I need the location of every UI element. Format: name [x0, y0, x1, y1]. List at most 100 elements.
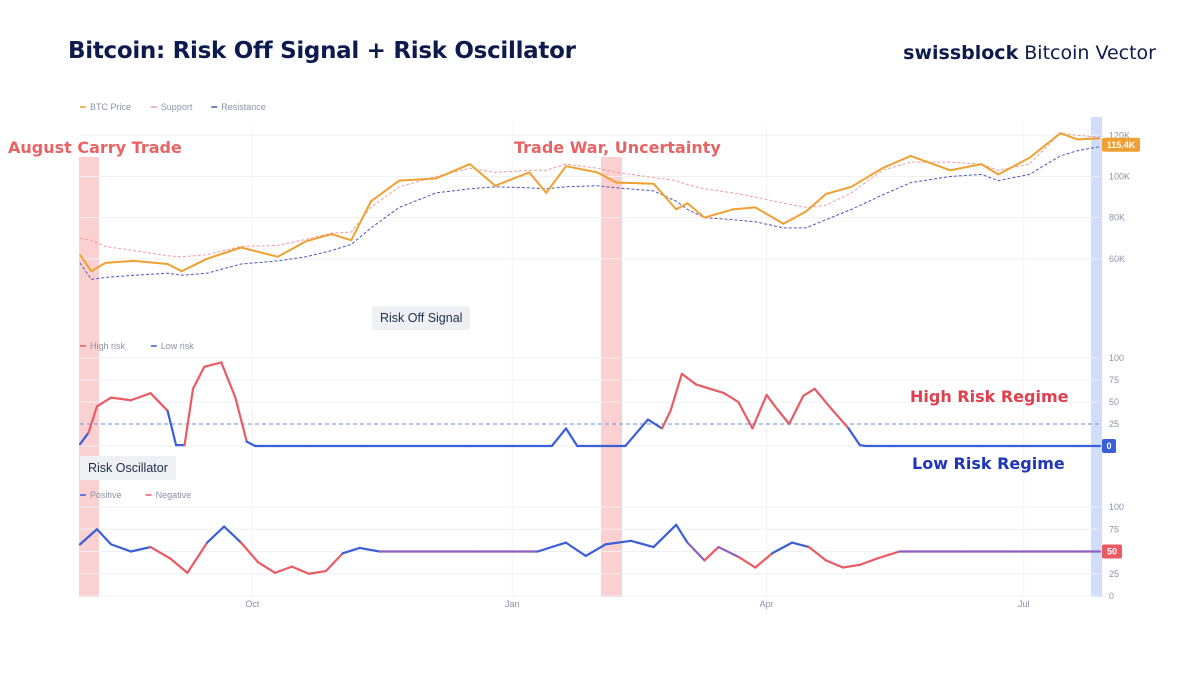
oscillator-segment: [754, 552, 774, 569]
oscillator-segment: [686, 541, 706, 562]
annotation-trade-war: Trade War, Uncertainty: [514, 138, 721, 157]
oscillator-segment: [186, 541, 209, 574]
risk-off-signal-chip: Risk Off Signal: [372, 306, 471, 330]
oscillator-badge-label: 50: [1107, 547, 1117, 557]
risk-off-segment: [234, 396, 248, 443]
risk-off-segment: [78, 431, 90, 446]
annotation-high-risk-regime: High Risk Regime: [910, 387, 1069, 406]
legend-item: Positive: [90, 490, 122, 500]
legend-item: Support: [161, 102, 193, 112]
risk-off-segment: [635, 418, 650, 434]
oscillator-segment: [807, 545, 828, 562]
oscillator-segment: [341, 546, 361, 555]
oscillator-segment: [652, 523, 678, 549]
oscillator-segment: [222, 525, 243, 544]
last-price-badge-label: 115.4K: [1107, 140, 1136, 150]
risk-off-segment: [245, 440, 257, 448]
risk-off-segment: [183, 387, 195, 447]
y-tick-label: 60K: [1109, 254, 1125, 264]
series-resistance-line: [79, 146, 1101, 280]
brand-product: Bitcoin Vector: [1024, 42, 1156, 64]
risk-off-segment: [87, 405, 99, 434]
oscillator-segment: [206, 525, 226, 544]
y-tick-label: 75: [1109, 524, 1119, 534]
y-tick-label: 25: [1109, 569, 1119, 579]
risk-off-segment: [624, 431, 638, 448]
y-tick-label: 0: [1109, 591, 1114, 601]
risk-off-segment: [802, 387, 816, 397]
risk-off-segment: [109, 396, 132, 402]
brand-name: swissblock: [903, 42, 1019, 64]
oscillator-segment: [584, 543, 607, 558]
oscillator-segment: [675, 523, 689, 544]
event-band-august: [79, 157, 99, 597]
oscillator-segment: [290, 565, 310, 575]
x-tick-label: Oct: [245, 599, 260, 609]
oscillator-segment: [858, 557, 878, 566]
oscillator-segment: [824, 559, 844, 569]
risk-off-badge: [1102, 439, 1116, 453]
risk-off-segment: [788, 394, 805, 426]
risk-off-segment: [220, 361, 237, 399]
oscillator-segment: [239, 541, 260, 564]
oscillator-segment: [564, 541, 587, 558]
legend-item: Negative: [156, 490, 192, 500]
x-tick-label: Apr: [760, 599, 774, 609]
risk-off-segment: [694, 383, 712, 390]
oscillator-segment: [109, 543, 132, 553]
annotation-low-risk-regime: Low Risk Regime: [912, 454, 1065, 473]
oscillator-segment: [95, 528, 113, 546]
risk-off-segment: [765, 393, 777, 408]
risk-off-segment: [646, 418, 664, 430]
oscillator-segment: [169, 557, 189, 574]
risk-off-segment: [191, 365, 206, 390]
risk-off-segment: [149, 392, 169, 412]
risk-off-segment: [669, 372, 683, 412]
risk-off-segment: [564, 427, 579, 448]
y-tick-label: 75: [1109, 375, 1119, 385]
oscillator-segment: [324, 552, 344, 573]
oscillator-segment: [273, 565, 294, 574]
oscillator-segment: [875, 550, 901, 560]
oscillator-segment: [307, 569, 327, 575]
y-tick-label: 50: [1109, 397, 1119, 407]
series-support-line: [79, 132, 1101, 258]
x-tick-label: Jul: [1018, 599, 1030, 609]
y-tick-label: 100K: [1109, 171, 1130, 181]
risk-off-segment: [773, 405, 791, 426]
y-tick-label: 100: [1109, 502, 1124, 512]
risk-off-segment: [813, 387, 833, 411]
legend-item: Resistance: [221, 102, 266, 112]
brand-logo: swissblock Bitcoin Vector: [903, 42, 1156, 64]
risk-off-segment: [680, 372, 698, 386]
oscillator-segment: [129, 545, 152, 553]
annotation-august-carry-trade: August Carry Trade: [8, 138, 182, 157]
oscillator-segment: [790, 541, 811, 549]
oscillator-segment: [78, 528, 99, 546]
oscillator-segment: [604, 539, 633, 546]
x-tick-label: Jan: [505, 599, 520, 609]
event-band-trade-war: [601, 157, 622, 597]
risk-off-segment: [708, 387, 726, 395]
legend-item: Low risk: [161, 341, 195, 351]
oscillator-segment: [256, 561, 277, 574]
risk-off-segment: [830, 407, 850, 430]
oscillator-segment: [737, 555, 757, 569]
risk-off-segment: [550, 427, 568, 448]
risk-off-segment: [166, 409, 178, 447]
oscillator-segment: [149, 545, 172, 560]
risk-off-segment: [660, 409, 672, 430]
y-tick-label: 80K: [1109, 213, 1125, 223]
risk-oscillator-chip: Risk Oscillator: [80, 456, 176, 480]
risk-off-segment: [203, 361, 223, 368]
oscillator-segment: [841, 563, 861, 569]
page-title: Bitcoin: Risk Off Signal + Risk Oscillat…: [68, 38, 576, 64]
last-price-badge: [1102, 137, 1140, 152]
legend-item: BTC Price: [90, 102, 131, 112]
oscillator-segment: [536, 541, 568, 553]
risk-off-segment: [751, 393, 768, 430]
risk-off-segment: [847, 427, 861, 447]
oscillator-badge: [1102, 544, 1122, 559]
risk-off-segment: [737, 400, 754, 430]
oscillator-segment: [629, 539, 655, 549]
